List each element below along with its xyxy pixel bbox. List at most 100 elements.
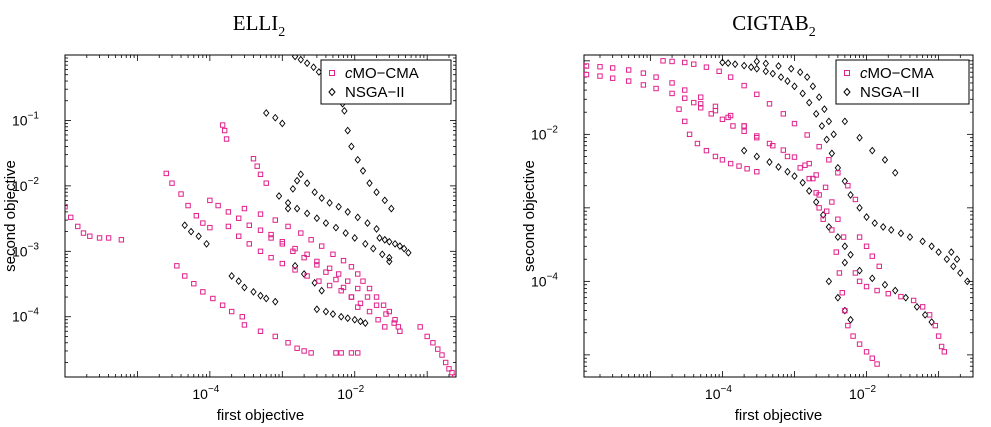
data-point — [310, 63, 317, 72]
data-point — [355, 285, 361, 292]
data-point — [769, 69, 776, 78]
data-point — [291, 261, 299, 270]
data-point — [250, 287, 257, 296]
data-point — [932, 322, 939, 329]
data-point — [797, 68, 804, 77]
x-tick-label: 10−4 — [192, 384, 219, 402]
data-point — [344, 207, 351, 216]
data-point — [847, 190, 854, 199]
y-tick-label: 10−2 — [12, 176, 39, 194]
data-point — [856, 234, 863, 240]
data-point — [691, 61, 697, 67]
legend-label-nsga-ii: NSGA−II — [860, 84, 920, 101]
data-point — [928, 242, 935, 251]
data-point — [326, 198, 333, 207]
data-point — [207, 224, 213, 231]
data-point — [906, 233, 914, 242]
legend-box — [835, 59, 970, 105]
data-point — [313, 214, 321, 223]
data-point — [841, 177, 849, 186]
data-point — [314, 258, 320, 265]
data-point — [829, 227, 835, 233]
data-point — [405, 248, 412, 257]
data-point — [285, 223, 291, 230]
data-point — [698, 105, 704, 111]
legend-label-c-mo-cma: cMO−CMA — [860, 65, 934, 82]
data-point — [452, 374, 456, 377]
series-c-mo-cma — [65, 122, 456, 377]
y-tick-label: 10−3 — [12, 241, 39, 259]
data-point — [813, 190, 819, 196]
data-point — [355, 350, 361, 356]
data-point — [806, 98, 813, 107]
chart-panel-cigtab2: CIGTAB2 10−4 10−2 10−4 10−2 first objective s… — [521, 11, 974, 424]
data-point — [382, 324, 388, 330]
data-point — [449, 369, 455, 376]
data-point — [268, 235, 274, 241]
data-point — [351, 315, 358, 324]
data-point — [869, 146, 876, 155]
data-point — [207, 197, 213, 204]
data-point — [373, 294, 380, 300]
data-point — [178, 191, 184, 197]
data-point — [301, 348, 307, 354]
y-axis-label: second objective — [2, 160, 19, 272]
data-point — [87, 233, 93, 239]
data-point — [898, 293, 904, 300]
data-point — [834, 233, 842, 242]
data-point — [319, 243, 325, 249]
data-point — [926, 312, 933, 318]
data-point — [669, 80, 675, 86]
data-point — [289, 184, 297, 193]
data-point — [304, 251, 310, 258]
y-tick-label: 10−2 — [531, 124, 558, 142]
data-point — [863, 283, 870, 290]
data-point — [682, 118, 688, 125]
data-point — [366, 308, 373, 315]
data-point — [833, 249, 839, 255]
x-axis-label: first objective — [217, 407, 305, 424]
data-point — [303, 59, 311, 68]
data-point — [863, 243, 870, 249]
legend: cMO−CMA NSGA−II — [320, 59, 452, 105]
data-point — [373, 188, 380, 197]
data-point — [712, 107, 719, 114]
data-point — [835, 216, 841, 222]
data-point — [303, 179, 311, 188]
data-point — [263, 294, 270, 303]
data-point — [762, 67, 769, 76]
data-point — [863, 349, 870, 355]
data-point — [304, 273, 310, 279]
data-point — [293, 176, 301, 185]
data-point — [919, 304, 926, 310]
data-point — [354, 213, 361, 222]
data-point — [753, 57, 760, 66]
data-point — [754, 91, 760, 98]
data-point — [840, 234, 847, 240]
data-point — [584, 71, 590, 78]
data-point — [417, 324, 423, 330]
data-point — [239, 314, 245, 320]
data-point — [825, 117, 833, 126]
data-point — [852, 270, 859, 276]
data-point — [75, 223, 81, 230]
data-point — [797, 165, 803, 171]
data-point — [442, 359, 449, 366]
data-point — [885, 290, 891, 297]
data-point — [191, 280, 197, 287]
data-point — [200, 289, 206, 295]
data-point — [938, 343, 945, 350]
data-point — [660, 58, 666, 64]
data-point — [348, 264, 355, 270]
data-point — [741, 123, 747, 129]
data-point — [250, 156, 257, 162]
data-point — [357, 317, 364, 326]
series-c-mo-cma — [584, 58, 948, 367]
data-point — [332, 223, 340, 232]
data-point — [863, 213, 870, 221]
data-point — [754, 169, 760, 175]
data-point — [744, 166, 750, 172]
data-point — [806, 175, 812, 182]
data-point — [821, 105, 828, 114]
data-point — [856, 133, 863, 142]
